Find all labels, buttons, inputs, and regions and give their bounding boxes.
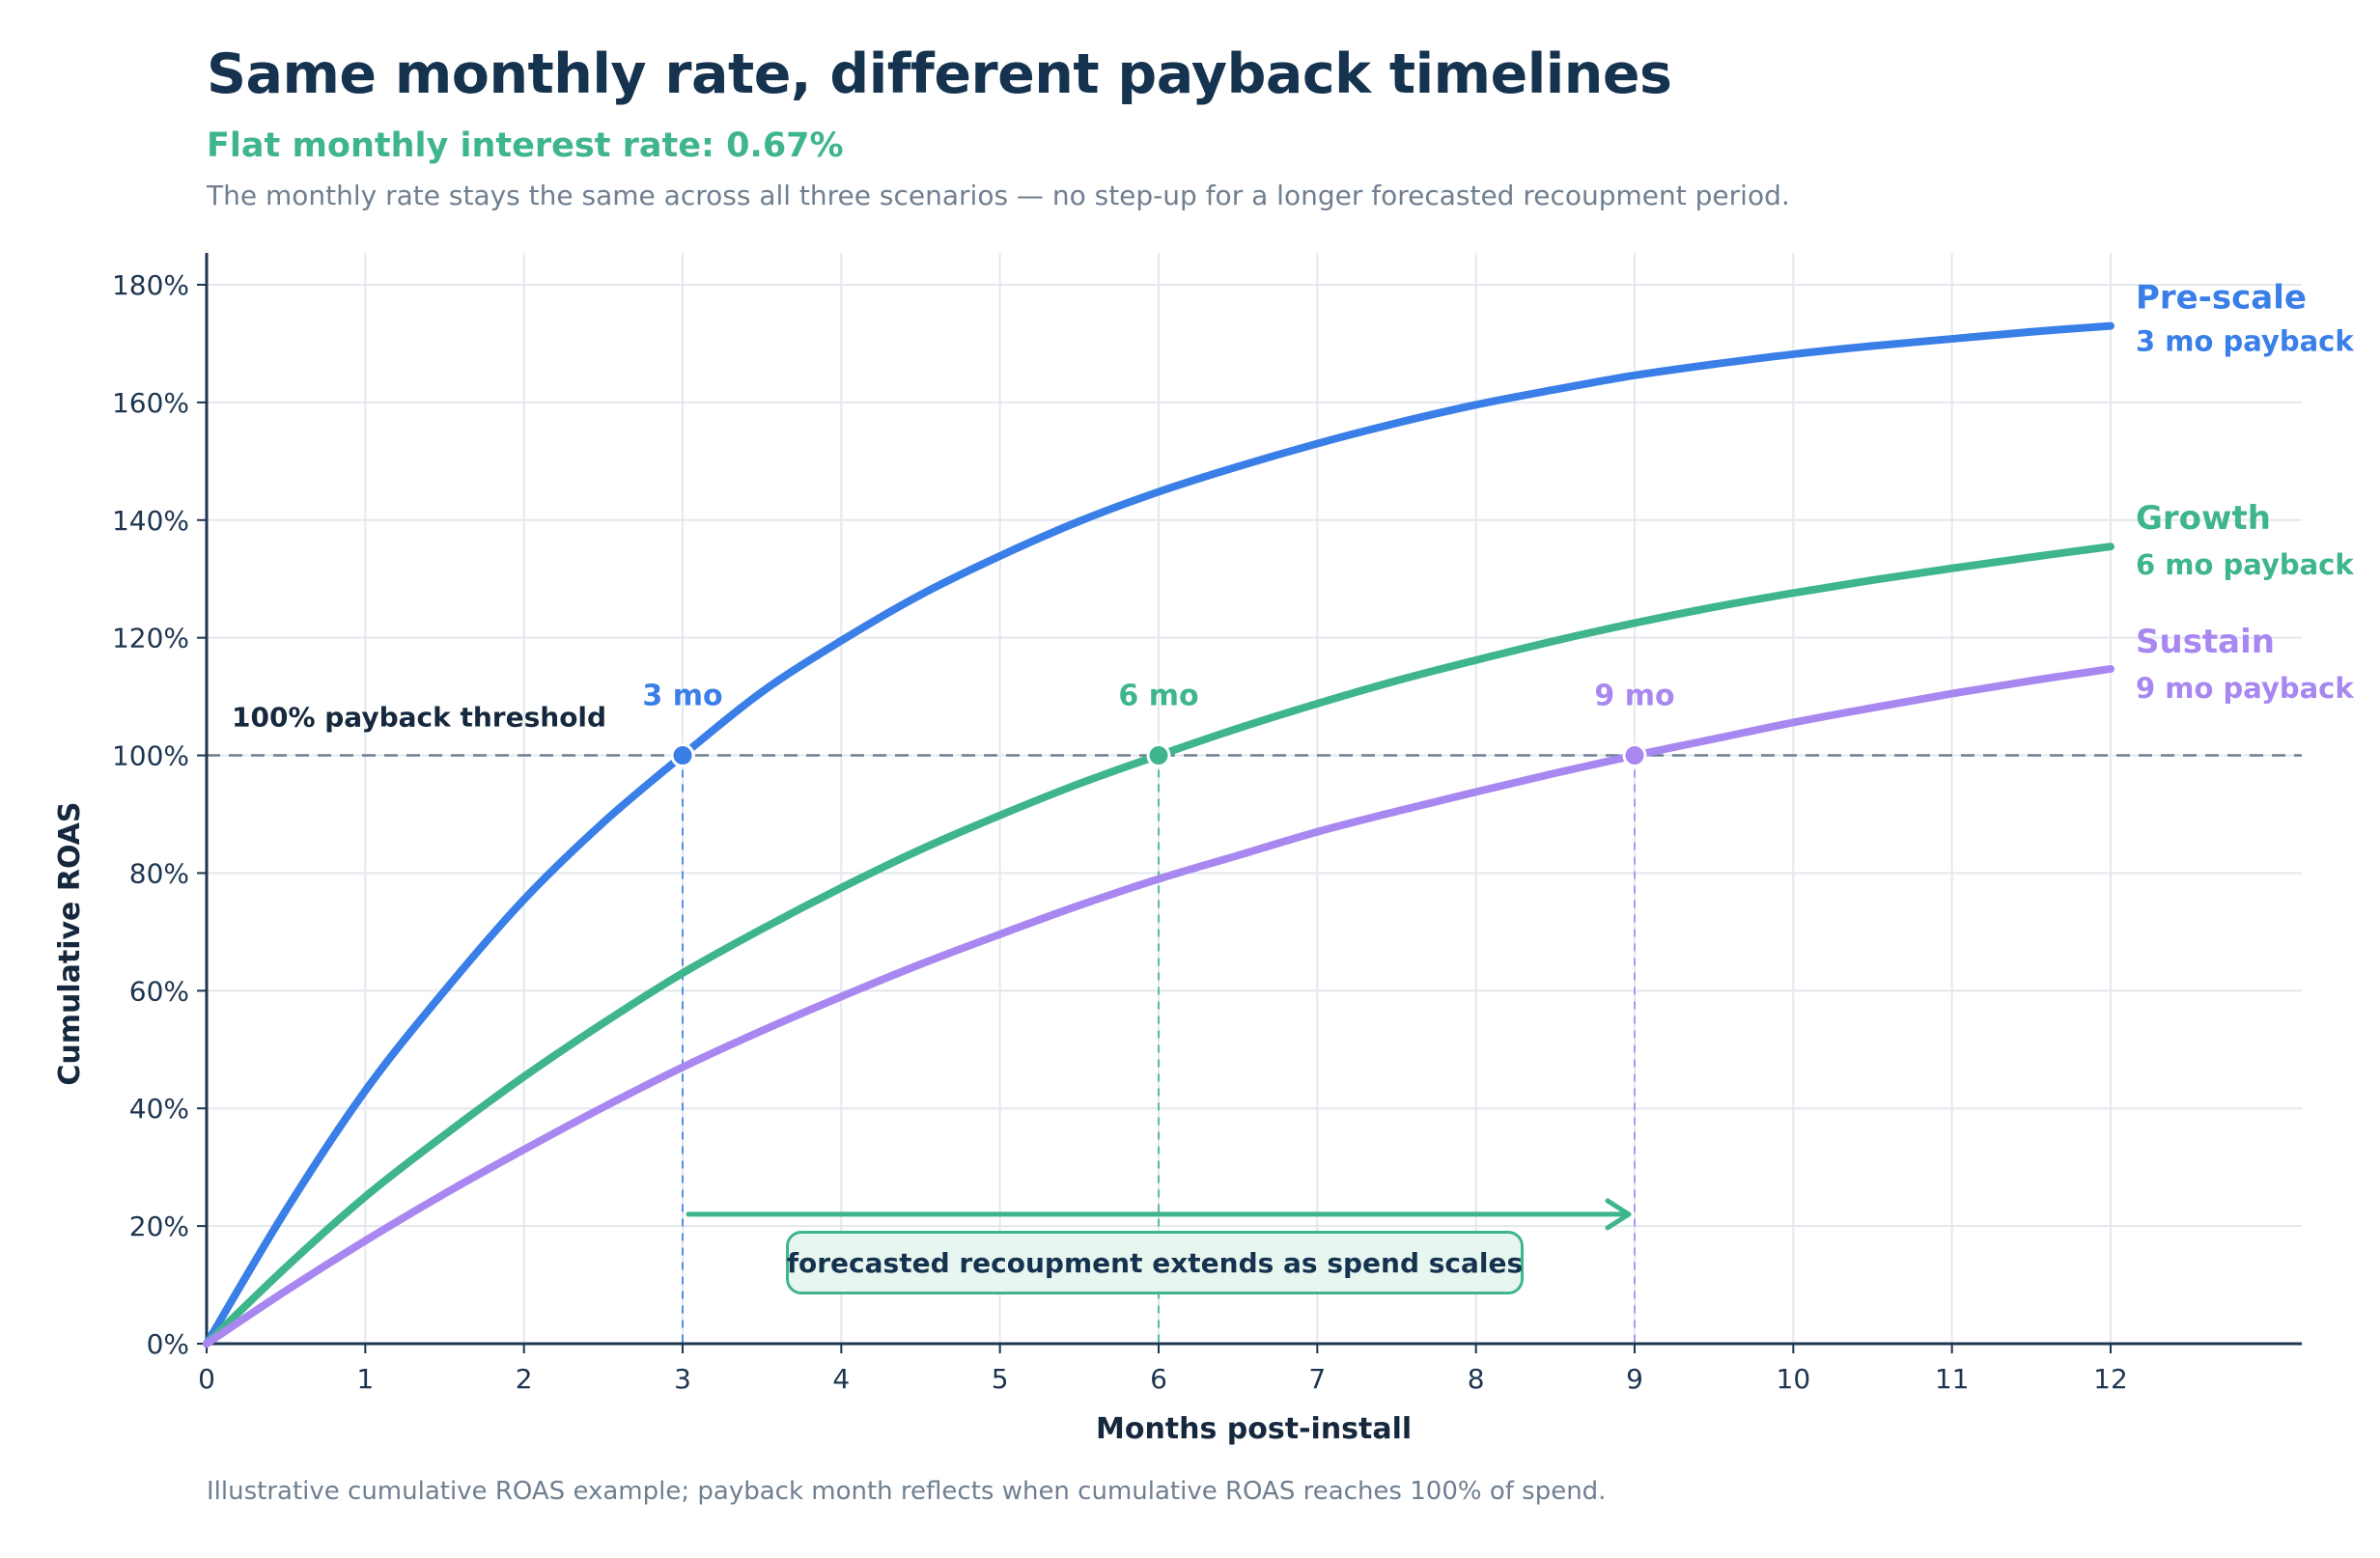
y-tick-label: 160% <box>112 387 189 419</box>
x-tick-label: 4 <box>832 1363 850 1395</box>
label-layer: 3 mo 6 mo 9 mo Pre-scale 3 mo payback Growth 6… <box>642 279 2354 768</box>
chart-description: The monthly rate stays the same across a… <box>207 180 1790 211</box>
x-tick-label: 1 <box>356 1363 374 1395</box>
y-tick-label: 60% <box>129 975 189 1007</box>
series-line-sustain <box>203 664 2114 1348</box>
recoupment-callout: forecasted recoupment extends as spend s… <box>786 1231 1524 1294</box>
recoupment-arrow-head <box>1605 1198 1632 1231</box>
y-tick-label: 80% <box>129 857 189 889</box>
payback-point <box>1622 743 1647 768</box>
x-tick-label: 8 <box>1468 1363 1485 1395</box>
x-tick-label: 11 <box>1935 1363 1970 1395</box>
x-tick-label: 7 <box>1308 1363 1326 1395</box>
y-tick-label: 120% <box>112 623 189 654</box>
y-tick-label: 100% <box>112 740 189 772</box>
chart-subtitle: Flat monthly interest rate: 0.67% <box>207 126 844 165</box>
x-tick-label: 2 <box>516 1363 533 1395</box>
series-name-label: Pre-scale <box>2136 279 2307 318</box>
annotation-layer <box>686 1198 1632 1231</box>
series-payback-label: 3 mo payback <box>2136 325 2354 358</box>
y-tick-label: 140% <box>112 505 189 537</box>
payback-threshold-label: 100% payback threshold <box>232 702 606 734</box>
y-tick-label: 180% <box>112 269 189 301</box>
series-payback-label: 9 mo payback <box>2136 672 2354 705</box>
axis-layer: 0 1 2 3 4 5 6 7 8 9 10 11 120%20%40%60%80%100%120%14… <box>53 253 2302 1446</box>
grid-layer <box>207 253 2302 1344</box>
payback-guide-layer <box>682 755 1636 1344</box>
payback-point <box>670 743 695 768</box>
x-tick-label: 0 <box>198 1363 215 1395</box>
series-payback-label: 6 mo payback <box>2136 548 2354 581</box>
x-tick-label: 5 <box>992 1363 1009 1395</box>
x-tick-label: 6 <box>1150 1363 1167 1395</box>
x-tick-label: 10 <box>1777 1363 1811 1395</box>
payback-point <box>1146 743 1171 768</box>
payback-marker-label: 9 mo <box>1594 680 1674 713</box>
x-tick-label: 3 <box>674 1363 691 1395</box>
series-name-label: Sustain <box>2136 623 2275 661</box>
payback-marker-label: 3 mo <box>642 680 722 713</box>
x-axis-title: Months post-install <box>1096 1412 1412 1446</box>
y-tick-label: 20% <box>129 1210 189 1242</box>
series-line-pre-scale <box>203 321 2114 1348</box>
y-axis-title: Cumulative ROAS <box>53 802 87 1086</box>
x-tick-label: 12 <box>2093 1363 2128 1395</box>
series-name-label: Growth <box>2136 499 2271 538</box>
chart-footnote: Illustrative cumulative ROAS example; pa… <box>207 1477 1607 1506</box>
threshold-layer: 100% payback threshold <box>207 702 2302 757</box>
y-tick-label: 40% <box>129 1093 189 1125</box>
y-tick-label: 0% <box>147 1328 189 1360</box>
x-tick-label: 9 <box>1626 1363 1643 1395</box>
chart-title: Same monthly rate, different payback tim… <box>207 42 1672 106</box>
payback-marker-label: 6 mo <box>1118 680 1198 713</box>
